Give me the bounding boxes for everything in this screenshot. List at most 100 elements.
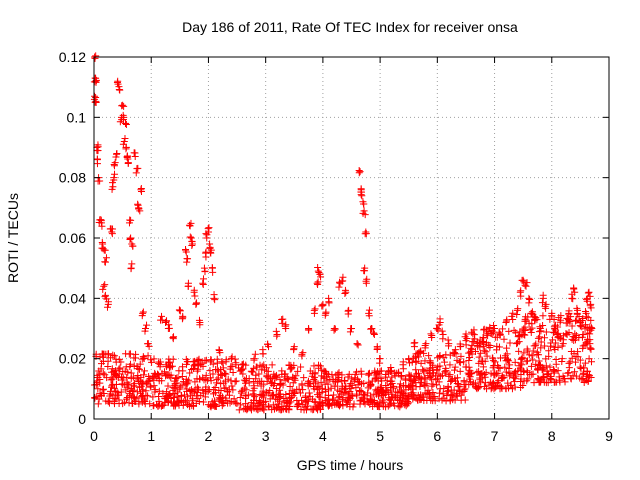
data-point xyxy=(372,374,380,382)
data-point xyxy=(361,230,369,238)
data-point xyxy=(394,402,402,410)
data-point xyxy=(140,397,148,405)
data-point xyxy=(571,368,579,376)
data-point xyxy=(361,267,369,275)
data-point xyxy=(565,369,573,377)
data-point xyxy=(457,342,465,350)
data-point xyxy=(274,400,282,408)
data-point xyxy=(562,330,570,338)
data-point xyxy=(281,370,289,378)
data-point xyxy=(258,377,266,385)
data-point xyxy=(285,375,293,383)
data-point xyxy=(465,375,473,383)
data-point xyxy=(456,388,464,396)
data-point xyxy=(534,374,542,382)
data-point xyxy=(286,403,294,411)
y-tick-label: 0.1 xyxy=(67,109,87,125)
data-point xyxy=(395,383,403,391)
data-point xyxy=(588,358,596,366)
data-point xyxy=(348,381,356,389)
data-point xyxy=(558,355,566,363)
data-point xyxy=(209,370,217,378)
data-point xyxy=(118,380,126,388)
data-point xyxy=(446,361,454,369)
data-point xyxy=(122,121,130,129)
data-point xyxy=(373,370,381,378)
data-point xyxy=(482,348,490,356)
data-point xyxy=(172,374,180,382)
data-point xyxy=(285,406,293,414)
data-point xyxy=(509,370,517,378)
data-point xyxy=(524,375,532,383)
data-point xyxy=(140,367,148,375)
data-point xyxy=(197,391,205,399)
data-point xyxy=(362,228,370,236)
data-point xyxy=(141,327,149,335)
data-point xyxy=(110,352,118,360)
x-tick-label: 4 xyxy=(319,428,327,444)
data-point xyxy=(340,376,348,384)
data-point xyxy=(98,222,106,230)
data-point xyxy=(483,385,491,393)
data-point xyxy=(489,357,497,365)
data-point xyxy=(365,312,373,320)
data-point xyxy=(250,404,258,412)
data-point xyxy=(184,255,192,263)
data-point xyxy=(102,254,110,262)
data-point xyxy=(236,393,244,401)
y-tick-label: 0.08 xyxy=(59,170,86,186)
data-point xyxy=(363,275,371,283)
data-point xyxy=(435,389,443,397)
data-point xyxy=(570,285,578,293)
data-point xyxy=(175,401,183,409)
data-point xyxy=(314,278,322,286)
data-point xyxy=(357,396,365,404)
data-point xyxy=(150,355,158,363)
data-point xyxy=(477,378,485,386)
data-point xyxy=(405,371,413,379)
data-point xyxy=(513,340,521,348)
data-point xyxy=(484,332,492,340)
data-point xyxy=(497,354,505,362)
data-point xyxy=(109,225,117,233)
data-point xyxy=(421,344,429,352)
data-point xyxy=(175,367,183,375)
data-point xyxy=(409,389,417,397)
data-point xyxy=(302,392,310,400)
data-point xyxy=(520,349,528,357)
chart-title: Day 186 of 2011, Rate Of TEC Index for r… xyxy=(182,19,518,35)
data-point xyxy=(489,328,497,336)
data-point xyxy=(130,383,138,391)
data-point xyxy=(171,402,179,410)
data-point xyxy=(208,398,216,406)
data-point xyxy=(335,373,343,381)
data-point xyxy=(546,363,554,371)
data-point xyxy=(510,378,518,386)
data-point xyxy=(341,289,349,297)
x-tick-label: 5 xyxy=(376,428,384,444)
data-point xyxy=(190,401,198,409)
data-point xyxy=(566,318,574,326)
data-point xyxy=(267,380,275,388)
data-point xyxy=(100,350,108,358)
data-point xyxy=(567,374,575,382)
data-point xyxy=(238,389,246,397)
data-point xyxy=(509,315,517,323)
data-point xyxy=(113,150,121,158)
x-tick-label: 9 xyxy=(605,428,613,444)
data-point xyxy=(311,370,319,378)
data-point xyxy=(171,380,179,388)
data-point xyxy=(124,159,132,167)
data-point xyxy=(514,339,521,347)
data-point xyxy=(178,363,186,371)
data-point xyxy=(161,368,169,376)
data-point xyxy=(397,393,405,401)
data-point xyxy=(354,341,362,349)
data-point xyxy=(147,383,155,391)
data-point xyxy=(361,211,369,219)
data-point xyxy=(304,379,312,387)
data-point xyxy=(290,345,298,353)
data-point xyxy=(188,387,196,395)
y-tick-label: 0.12 xyxy=(59,49,86,65)
data-point xyxy=(125,399,133,407)
